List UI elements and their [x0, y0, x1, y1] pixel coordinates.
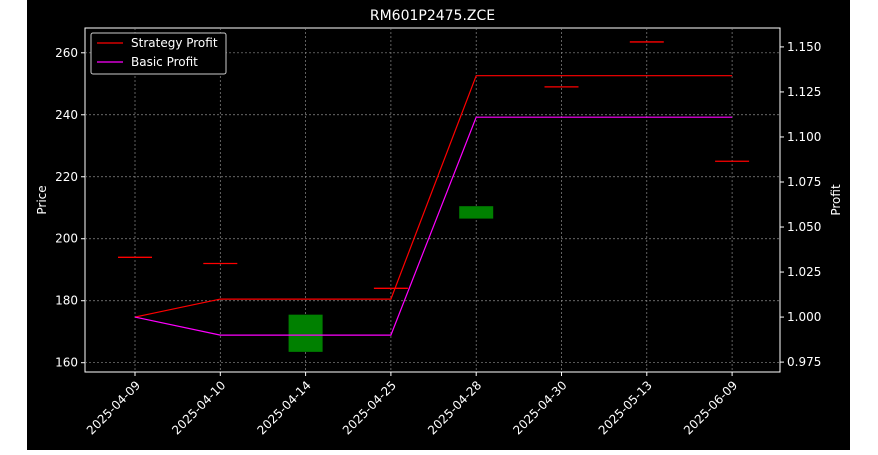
tick-label-y2: 1.025 — [787, 265, 821, 279]
candles — [118, 41, 750, 352]
tick-label-x: 2025-04-25 — [340, 378, 399, 437]
grid — [85, 28, 780, 372]
y-axis-label: Price — [35, 185, 49, 214]
profit-lines — [134, 75, 733, 336]
tick-label-x: 2025-04-28 — [425, 378, 484, 437]
tick-label-y2: 1.150 — [787, 40, 821, 54]
tick-label-y: 240 — [55, 108, 78, 122]
tick-label-y: 260 — [55, 46, 78, 60]
chart-figure: 160 180 200 220 240 260 0.975 1.000 1.025 1.050 1.… — [27, 0, 850, 450]
tick-label-x: 2025-05-13 — [596, 378, 655, 437]
candle — [459, 206, 494, 219]
series-line-basic-profit — [134, 116, 733, 336]
tick-label-y2: 1.100 — [787, 130, 821, 144]
tick-label-x: 2025-04-14 — [255, 378, 314, 437]
plot-area — [84, 27, 781, 373]
tick-label-x: 2025-04-10 — [169, 378, 228, 437]
tick-label-x: 2025-04-09 — [84, 378, 143, 437]
tick-label-x: 2025-06-09 — [681, 378, 740, 437]
tick-label-y: 200 — [55, 232, 78, 246]
tick-label-y2: 1.075 — [787, 175, 821, 189]
legend: Strategy Profit Basic Profit — [90, 32, 227, 75]
y2-axis-label: Profit — [829, 184, 843, 216]
tick-label-y: 180 — [55, 294, 78, 308]
tick-label-y2: 1.125 — [787, 85, 821, 99]
chart-title: RM601P2475.ZCE — [370, 8, 495, 24]
tick-label-y2: 1.000 — [787, 310, 821, 324]
legend-label-strategy-profit: Strategy Profit — [131, 36, 218, 50]
tick-label-y2: 0.975 — [787, 355, 821, 369]
chart-svg: 160 180 200 220 240 260 0.975 1.000 1.025 1.050 1.… — [35, 8, 843, 437]
tick-label-y: 220 — [55, 170, 78, 184]
legend-label-basic-profit: Basic Profit — [131, 55, 198, 69]
tick-label-x: 2025-04-30 — [510, 378, 569, 437]
legend-box — [90, 32, 227, 75]
tick-label-y: 160 — [55, 356, 78, 370]
candle — [288, 314, 323, 352]
series-line-strategy-profit — [134, 75, 733, 318]
tick-label-y2: 1.050 — [787, 220, 821, 234]
